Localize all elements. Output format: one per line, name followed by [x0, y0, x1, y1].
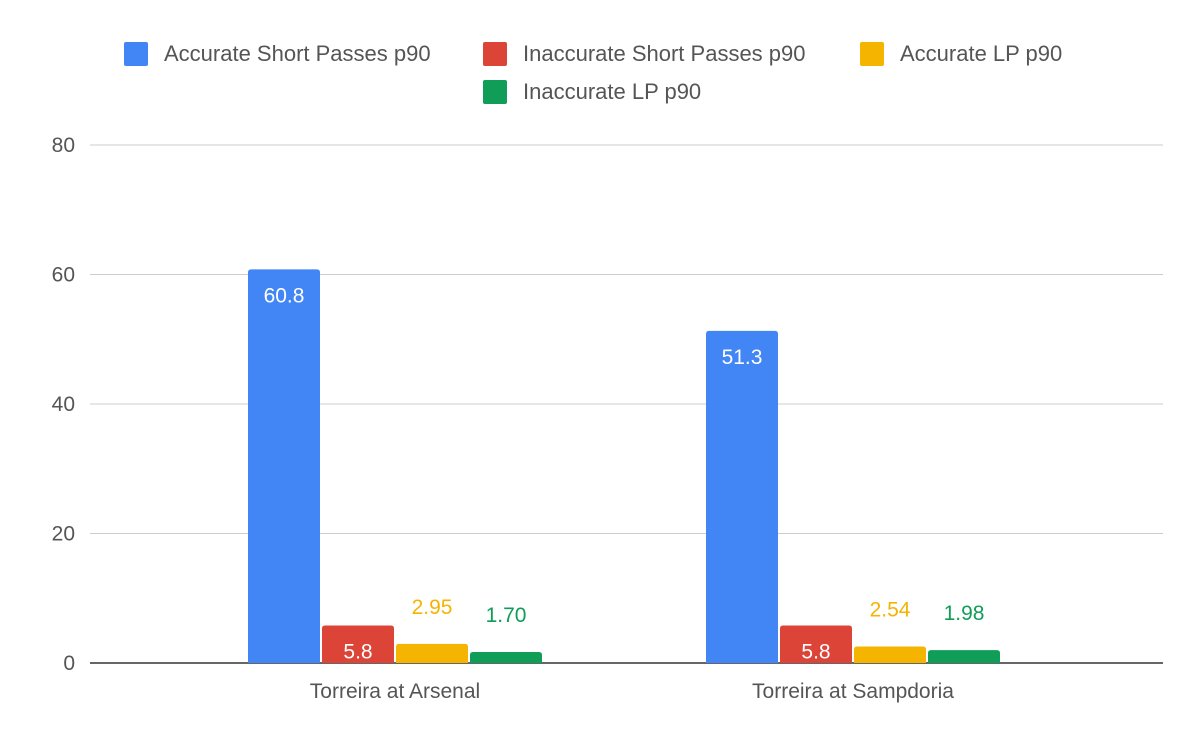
bar [396, 643, 468, 663]
legend-label: Accurate Short Passes p90 [164, 41, 431, 66]
legend-swatch [483, 80, 507, 104]
bar [854, 646, 926, 663]
legend-item: Accurate LP p90 [860, 41, 1062, 66]
data-label: 1.98 [944, 602, 985, 625]
y-tick-label: 60 [52, 264, 75, 287]
y-tick-label: 0 [63, 652, 75, 675]
legend-swatch [483, 42, 507, 66]
legend-item: Inaccurate Short Passes p90 [483, 41, 806, 66]
x-axis-categories: Torreira at Arsenal Torreira at Sampdoria [310, 680, 954, 703]
data-label: 1.70 [486, 604, 527, 627]
data-label: 2.54 [870, 599, 911, 622]
data-label: 5.8 [801, 640, 830, 663]
legend: Accurate Short Passes p90 Inaccurate Shor… [124, 41, 1062, 104]
data-label: 51.3 [722, 346, 763, 369]
x-category-label: Torreira at Arsenal [310, 680, 480, 703]
bars [248, 269, 1000, 663]
legend-swatch [124, 42, 148, 66]
bar [706, 330, 778, 663]
data-label: 2.95 [412, 596, 453, 619]
legend-swatch [860, 42, 884, 66]
bar [780, 625, 852, 663]
bar [248, 269, 320, 663]
y-tick-label: 40 [52, 393, 75, 416]
data-label: 5.8 [343, 640, 372, 663]
legend-label: Inaccurate LP p90 [523, 79, 701, 104]
legend-label: Inaccurate Short Passes p90 [523, 41, 806, 66]
legend-label: Accurate LP p90 [900, 41, 1062, 66]
data-label: 60.8 [264, 284, 305, 307]
x-category-label: Torreira at Sampdoria [752, 680, 954, 703]
bar-labels: 60.8 5.8 2.95 1.70 51.3 5.8 2.54 1.98 [264, 284, 985, 663]
legend-item: Inaccurate LP p90 [483, 79, 701, 104]
y-tick-label: 80 [52, 134, 75, 157]
bar [928, 650, 1000, 663]
bar [322, 625, 394, 663]
y-axis-ticks: 0 20 40 60 80 [52, 134, 75, 675]
bar [470, 651, 542, 663]
legend-item: Accurate Short Passes p90 [124, 41, 431, 66]
y-tick-label: 20 [52, 523, 75, 546]
